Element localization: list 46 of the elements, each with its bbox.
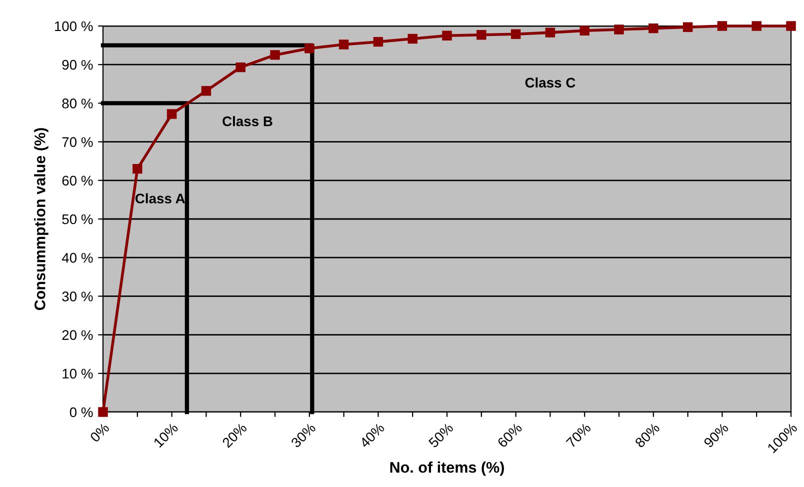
y-tick-label: 70 % — [62, 137, 93, 147]
annotation: Class A — [135, 193, 185, 204]
point — [442, 30, 452, 41]
point — [98, 407, 108, 417]
x-axis-title: No. of items (%) — [390, 462, 504, 476]
point — [236, 62, 246, 72]
y-tick-label: 0 % — [70, 407, 93, 418]
point — [545, 28, 556, 38]
y-tick-label: 90 % — [62, 60, 93, 70]
point — [201, 86, 212, 96]
annotation: Class C — [525, 77, 576, 88]
point — [270, 50, 280, 60]
y-tick-label: 10 % — [62, 368, 93, 379]
x-tick-label: 30% — [290, 422, 316, 448]
y-tick-label: 80 % — [62, 98, 93, 108]
point — [476, 30, 486, 40]
point — [510, 29, 521, 39]
y-tick-label: 50 % — [62, 214, 93, 224]
point — [373, 36, 384, 47]
x-tick-label: 70% — [566, 422, 592, 448]
x-tick-label: 0% — [89, 422, 110, 443]
point — [166, 109, 177, 119]
y-tick-label: 100 % — [54, 21, 93, 32]
x-tick-label: 50% — [428, 422, 454, 448]
point — [752, 21, 762, 31]
y-axis-title: Consummption value (%) — [34, 128, 48, 310]
y-tick-label: 20 % — [62, 330, 93, 340]
point — [614, 24, 624, 34]
y-tick-label: 60 % — [62, 176, 93, 186]
point — [338, 40, 349, 50]
x-tick-label: 90% — [703, 422, 730, 448]
point — [132, 164, 142, 174]
point — [648, 23, 658, 34]
x-tick-label: 80% — [634, 422, 660, 448]
y-tick-label: 40 % — [62, 252, 93, 263]
y-tick-label: 30 % — [62, 292, 93, 302]
point — [717, 21, 728, 31]
point — [304, 44, 314, 54]
point — [682, 22, 693, 32]
x-tick-label: 40% — [359, 422, 386, 448]
annotation: Class B — [222, 116, 272, 126]
x-tick-label: 10% — [153, 422, 179, 448]
point — [580, 26, 590, 36]
point — [786, 21, 796, 31]
point — [408, 34, 418, 44]
x-tick-label: 60% — [496, 422, 523, 448]
